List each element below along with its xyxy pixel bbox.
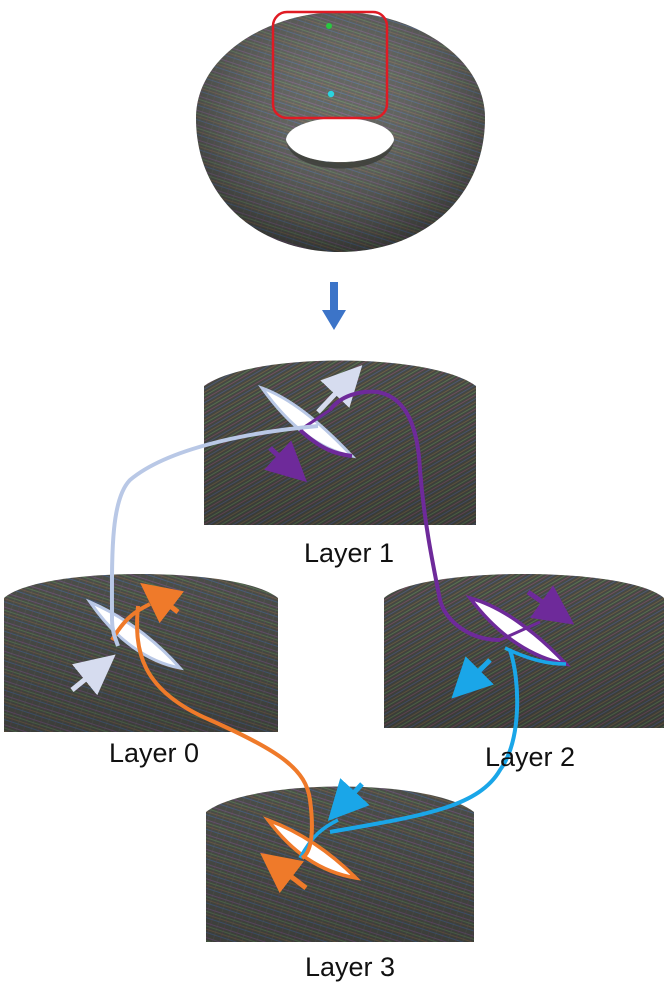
purple-arrow-layer1 [264,440,308,483]
purple-arrow-layer2 [526,585,575,625]
torus-model [196,10,485,252]
layer-3-panel [206,786,474,942]
torus-hole [286,118,394,162]
cyan-path [329,649,520,834]
point-top [326,23,332,29]
layer-2-label: Layer 2 [484,742,576,772]
light-path [109,424,319,647]
layer-1-panel [204,360,476,525]
cyan-arrow-layer2 [451,656,494,699]
down-arrow-icon [322,282,346,330]
layer-1-label: Layer 1 [303,538,395,568]
point-center [327,90,335,98]
orange-path [135,605,314,860]
orange-arrow-layer0 [140,582,185,624]
light-arrow-layer1 [316,365,363,414]
light-arrow-layer0 [70,654,116,696]
purple-path [328,389,501,642]
orange-arrow-layer3 [260,852,308,894]
layer-3-label: Layer 3 [304,952,396,982]
layer-0-label: Layer 0 [108,738,200,768]
cyan-arrow-layer3 [327,778,370,822]
highlight-box [271,10,389,120]
layer-2-panel [384,574,664,728]
